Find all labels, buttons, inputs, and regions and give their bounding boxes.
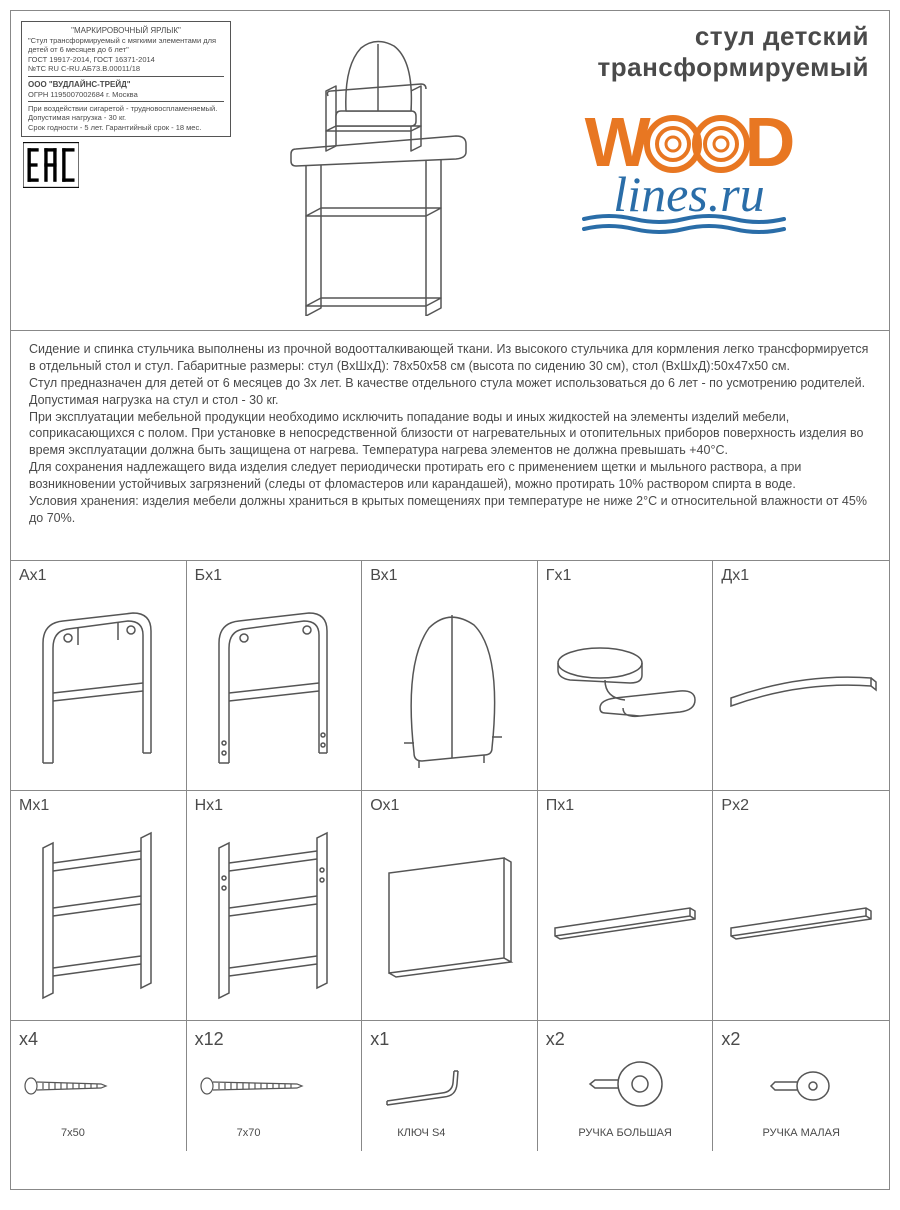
label-title: "МАРКИРОВОЧНЫЙ ЯРЛЫК" (28, 26, 224, 36)
title-line1: стул детский (598, 21, 869, 52)
label-line3: №ТС RU С-RU.АБ73.В.00011/18 (28, 64, 224, 73)
label-note3: Срок годности - 5 лет. Гарантийный срок … (28, 123, 224, 132)
part-label: Рх2 (721, 797, 881, 815)
eac-mark-icon (23, 141, 79, 194)
part-label: Мх1 (19, 797, 178, 815)
part-label: Нх1 (195, 797, 354, 815)
marking-label: "МАРКИРОВОЧНЫЙ ЯРЛЫК" "Стул трансформиру… (21, 21, 231, 137)
label-ogrn: ОГРН 1195007002684 г. Москва (28, 90, 224, 99)
parts-grid: Ах1 Бх1 Вх1 Гх1 Дх1 Мх1 Нх1 (11, 561, 889, 1021)
hw-cell-knob-large: х2 РУЧКА БОЛЬШАЯ (538, 1021, 714, 1151)
description-text: Сидение и спинка стульчика выполнены из … (11, 331, 889, 561)
hw-cell-knob-small: х2 РУЧКА МАЛАЯ (713, 1021, 889, 1151)
hw-qty: х2 (546, 1029, 705, 1050)
part-label: Пх1 (546, 797, 705, 815)
product-title: стул детский трансформируемый (598, 21, 869, 83)
hw-cell-screw-short: х4 7х50 (11, 1021, 187, 1151)
hw-qty: х1 (370, 1029, 529, 1050)
part-cell-b: Бх1 (187, 561, 363, 791)
hw-cell-screw-long: х12 7х70 (187, 1021, 363, 1151)
part-label: Бх1 (195, 567, 354, 585)
hw-sub: 7х70 (237, 1127, 261, 1139)
hw-qty: х12 (195, 1029, 354, 1050)
part-cell-n: Нх1 (187, 791, 363, 1021)
title-line2: трансформируемый (598, 52, 869, 83)
hw-sub: 7х50 (61, 1127, 85, 1139)
hardware-row: х4 7х50 х12 7х70 х1 КЛЮЧ S4 х2 РУЧКА БОЛ… (11, 1021, 889, 1151)
part-cell-d: Дх1 (713, 561, 889, 791)
part-label: Ох1 (370, 797, 529, 815)
part-label: Гх1 (546, 567, 705, 585)
part-cell-o: Ох1 (362, 791, 538, 1021)
part-label: Вх1 (370, 567, 529, 585)
label-note1: При воздействии сигаретой - трудновоспла… (28, 104, 224, 113)
product-illustration (266, 36, 486, 316)
hw-cell-hexkey: х1 КЛЮЧ S4 (362, 1021, 538, 1151)
hw-sub: РУЧКА МАЛАЯ (713, 1127, 889, 1139)
label-line2: ГОСТ 19917-2014, ГОСТ 16371-2014 (28, 55, 224, 64)
brand-logo: WD lines.ru (509, 111, 869, 242)
label-company: ООО "ВУДЛАЙНС-ТРЕЙД" (28, 80, 224, 90)
description-body: Сидение и спинка стульчика выполнены из … (29, 341, 871, 527)
label-line1: "Стул трансформируемый с мягкими элемент… (28, 36, 224, 55)
logo-lines: lines.ru (509, 172, 869, 217)
part-cell-m: Мх1 (11, 791, 187, 1021)
hw-sub: РУЧКА БОЛЬШАЯ (538, 1127, 713, 1139)
part-cell-r: Рх2 (713, 791, 889, 1021)
hw-qty: х4 (19, 1029, 178, 1050)
part-label: Дх1 (721, 567, 881, 585)
part-cell-p: Пх1 (538, 791, 714, 1021)
hw-qty: х2 (721, 1029, 881, 1050)
part-cell-g: Гх1 (538, 561, 714, 791)
hw-sub: КЛЮЧ S4 (397, 1127, 445, 1139)
part-label: Ах1 (19, 567, 178, 585)
label-note2: Допустимая нагрузка - 30 кг. (28, 113, 224, 122)
part-cell-a: Ах1 (11, 561, 187, 791)
part-cell-v: Вх1 (362, 561, 538, 791)
